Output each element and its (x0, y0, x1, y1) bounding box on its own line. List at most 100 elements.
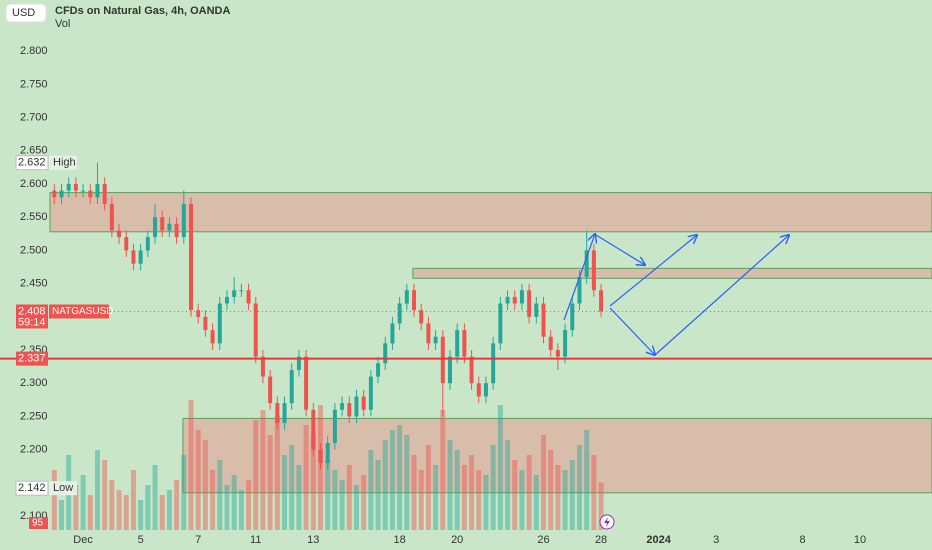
candle-body (253, 303, 258, 357)
support-tag (16, 351, 48, 366)
candle-body (512, 296, 517, 304)
marker-text-bg (49, 481, 77, 496)
candle-body (577, 276, 582, 304)
x-tick-label: 18 (394, 534, 406, 546)
volume-bar (138, 500, 144, 530)
candle-body (239, 290, 244, 292)
marker-tag (15, 155, 49, 171)
x-tick-label: 8 (799, 534, 805, 546)
x-tick-label: 3 (713, 534, 719, 546)
candle-body (73, 183, 78, 191)
candle-body (59, 190, 64, 198)
volume-bar (339, 480, 345, 530)
volume-bar (59, 500, 65, 530)
volume-bar (382, 440, 388, 530)
candle-body (124, 237, 129, 251)
candle-body (361, 396, 366, 410)
volume-bar (375, 460, 381, 530)
candle-body (447, 356, 452, 384)
candle-body (109, 203, 114, 231)
y-tick-label: 2.750 (20, 78, 48, 90)
volume-bar (166, 490, 172, 530)
y-tick-label: 2.550 (20, 211, 48, 223)
candle-body (52, 190, 57, 198)
candle-body (260, 356, 265, 377)
volume-bar (94, 450, 100, 530)
marker-value: 2.632 (18, 157, 46, 169)
candle-body (548, 336, 553, 351)
zone (49, 192, 932, 233)
plot: 2.800 2.750 2.700 2.650 2.600 2.550 2.500 2.450… (0, 45, 932, 546)
candle-body (325, 442, 330, 463)
candle-body (462, 330, 467, 357)
volume-bar (253, 420, 259, 530)
volume-bar (562, 470, 568, 530)
marker-text: High (53, 157, 76, 169)
volume-bar (397, 425, 403, 530)
x-tick-label: 13 (307, 534, 319, 546)
candle-body (584, 250, 589, 277)
candle-body (217, 303, 222, 344)
candle-body (491, 343, 496, 384)
candle-body (203, 316, 208, 331)
arrow (609, 235, 697, 307)
candle-body (232, 290, 237, 297)
volume-bar (584, 430, 590, 530)
currency: USD (12, 7, 35, 19)
last-price-tag (16, 304, 48, 329)
candle-body (527, 290, 532, 317)
volume-bar (541, 435, 547, 530)
x-tick-label: 26 (537, 534, 549, 546)
candle-body (153, 217, 158, 238)
candle-body (563, 330, 568, 357)
candle-body (433, 336, 438, 344)
y-tick-label: 2.700 (20, 111, 48, 123)
volume-bar (361, 475, 367, 530)
volume-bar (210, 470, 216, 530)
volume-bar (188, 400, 194, 530)
candle-body (347, 403, 352, 417)
volume-bar (224, 485, 230, 530)
currency-box[interactable] (5, 3, 47, 23)
volume-bar (569, 460, 575, 530)
volume-bar (217, 460, 223, 530)
volume-bar (274, 415, 280, 530)
candle-body (541, 303, 546, 337)
volume-bar (325, 460, 331, 530)
marker-text-bg (49, 155, 77, 170)
candle-body (354, 396, 359, 417)
candle-body (138, 250, 143, 264)
candle-body (318, 449, 323, 463)
x-tick-label: Dec (73, 534, 93, 546)
candle-body (88, 190, 93, 198)
candle-body (102, 183, 107, 204)
candle-body (368, 376, 373, 410)
volume-bar (238, 490, 244, 530)
volume-bar (440, 410, 446, 530)
volume-bar (303, 425, 309, 530)
volume-label: 95 (32, 518, 44, 529)
volume-bar (512, 460, 518, 530)
volume-bar (576, 445, 582, 530)
volume-bar (447, 440, 453, 530)
chart-title: CFDs on Natural Gas, 4h, OANDA (55, 5, 230, 17)
volume-bar (267, 435, 273, 530)
candle-body (145, 237, 150, 251)
volume-bar (73, 485, 79, 530)
candle-body (81, 190, 86, 192)
volume-bar (476, 470, 482, 530)
candle-body (246, 290, 251, 304)
y-tick-label: 2.450 (20, 278, 48, 290)
x-tick-label: 20 (451, 534, 463, 546)
volume-bar (202, 440, 208, 530)
candle-body (599, 290, 604, 312)
volume-bar (174, 480, 180, 530)
candle-body (555, 350, 560, 357)
candle-body (196, 310, 201, 317)
candle-body (383, 343, 388, 364)
x-tick-label: 10 (854, 534, 866, 546)
candle-body (189, 203, 194, 311)
volume-bar (404, 435, 410, 530)
